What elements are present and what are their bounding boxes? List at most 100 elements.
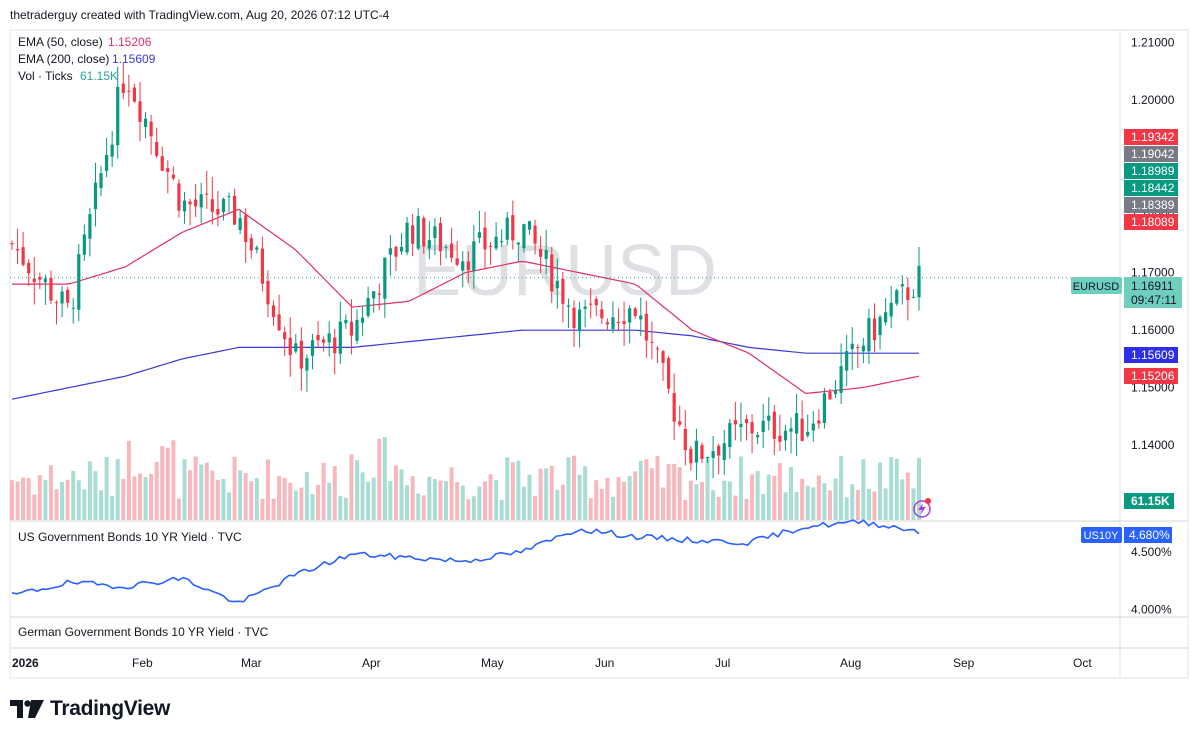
candle-body [572, 307, 576, 328]
volume-bar [10, 480, 14, 520]
volume-bar [327, 482, 332, 520]
volume-bar [583, 466, 588, 520]
candle-body [449, 243, 454, 258]
price-marker-value: 1.18989 [1131, 164, 1175, 178]
time-axis-label: Oct [1073, 656, 1092, 670]
volume-bar [43, 479, 48, 520]
candle-body [333, 337, 337, 354]
legend: EMA (50, close) 1.15206 EMA (200, close)… [18, 35, 156, 83]
candle-body [377, 293, 381, 295]
tradingview-logo-icon [10, 700, 44, 718]
price-marker-value: 1.15206 [1131, 369, 1175, 383]
candle-body [199, 194, 203, 208]
volume-bar [538, 468, 543, 520]
volume-bar [755, 471, 760, 520]
candle-body [756, 435, 760, 438]
volume-bar [215, 480, 220, 520]
candle-body [54, 302, 59, 304]
volume-bar [750, 474, 755, 520]
candle-body [833, 390, 838, 394]
candle-body [166, 168, 170, 172]
price-marker-value: 1.19042 [1131, 147, 1175, 161]
candle-body [911, 297, 916, 299]
candle-body [589, 303, 593, 305]
time-axis-label: Apr [362, 656, 381, 670]
candle-body [655, 348, 660, 350]
volume-bar [917, 457, 921, 520]
candle-body [221, 198, 226, 213]
tradingview-brand: TradingView [50, 697, 171, 720]
time-axis-label: Jul [715, 656, 730, 670]
candle-body [188, 201, 192, 205]
candle-body [472, 241, 476, 272]
candle-body [394, 246, 398, 257]
volume-bar [48, 465, 53, 520]
volume-bar [32, 494, 37, 520]
volume-bar [666, 464, 671, 520]
price-marker-value: 1.15609 [1131, 348, 1175, 362]
volume-bar [343, 497, 348, 520]
volume-bar [705, 457, 710, 520]
candle-body [38, 276, 42, 280]
volume-bar [911, 488, 916, 520]
candle-body [488, 246, 493, 248]
candle-body [633, 308, 637, 316]
candle-body [694, 440, 699, 463]
candle-body [550, 254, 554, 292]
candle-body [104, 154, 109, 172]
us10y-label[interactable]: US10Y 4.680% [1081, 527, 1172, 543]
volume-bar [544, 468, 549, 520]
volume-bar [99, 490, 104, 520]
volume-bar [477, 486, 482, 520]
candle-body [917, 265, 921, 298]
volume-bar [199, 464, 204, 520]
candle-body [789, 428, 793, 432]
volume-bar [549, 465, 554, 520]
candle-body [422, 218, 426, 247]
last-price-label[interactable]: EURUSD 1.16911 09:47:11 [1071, 277, 1182, 308]
candle-body [127, 90, 131, 92]
ema200-legend-value: 1.15609 [112, 52, 156, 66]
candle-body [66, 289, 70, 303]
ema200-line [11, 329, 919, 400]
volume-bar [805, 485, 810, 520]
volume-bar [866, 488, 871, 520]
tradingview-logo[interactable]: TradingView [10, 694, 170, 724]
candle-body [867, 318, 871, 352]
volume-bar [204, 462, 209, 520]
volume-bar [855, 489, 860, 520]
candle-body [88, 214, 92, 239]
volume-bar [227, 492, 232, 520]
volume-bar [722, 480, 727, 520]
price-tick-label: 1.20000 [1131, 93, 1175, 107]
volume-bar [60, 481, 65, 520]
candle-body [750, 422, 754, 434]
volume-bar [494, 479, 499, 520]
candle-body [322, 339, 326, 343]
candle-body [767, 415, 771, 421]
us10y-path [11, 519, 920, 603]
candle-body [494, 236, 498, 249]
volume-bar [861, 459, 866, 520]
lightning-icon[interactable] [913, 498, 931, 518]
candle-body [800, 418, 804, 441]
candle-body [160, 156, 164, 171]
volume-bar [588, 498, 593, 520]
last-price-box [1124, 277, 1182, 308]
candle-body [650, 341, 654, 343]
volume-bar [572, 455, 577, 520]
volume-bar [900, 479, 905, 520]
candle-body [366, 297, 370, 316]
volume-bar [176, 498, 181, 520]
candle-body [850, 343, 854, 350]
volume-bar [599, 489, 604, 520]
candle-body [561, 278, 565, 304]
volume-bar [839, 455, 844, 520]
volume-bar [800, 478, 805, 520]
candle-body [689, 448, 693, 464]
volume-bar [316, 484, 321, 520]
volume-bar [577, 474, 582, 520]
volume-bar [833, 478, 838, 520]
volume-bar [410, 476, 415, 520]
